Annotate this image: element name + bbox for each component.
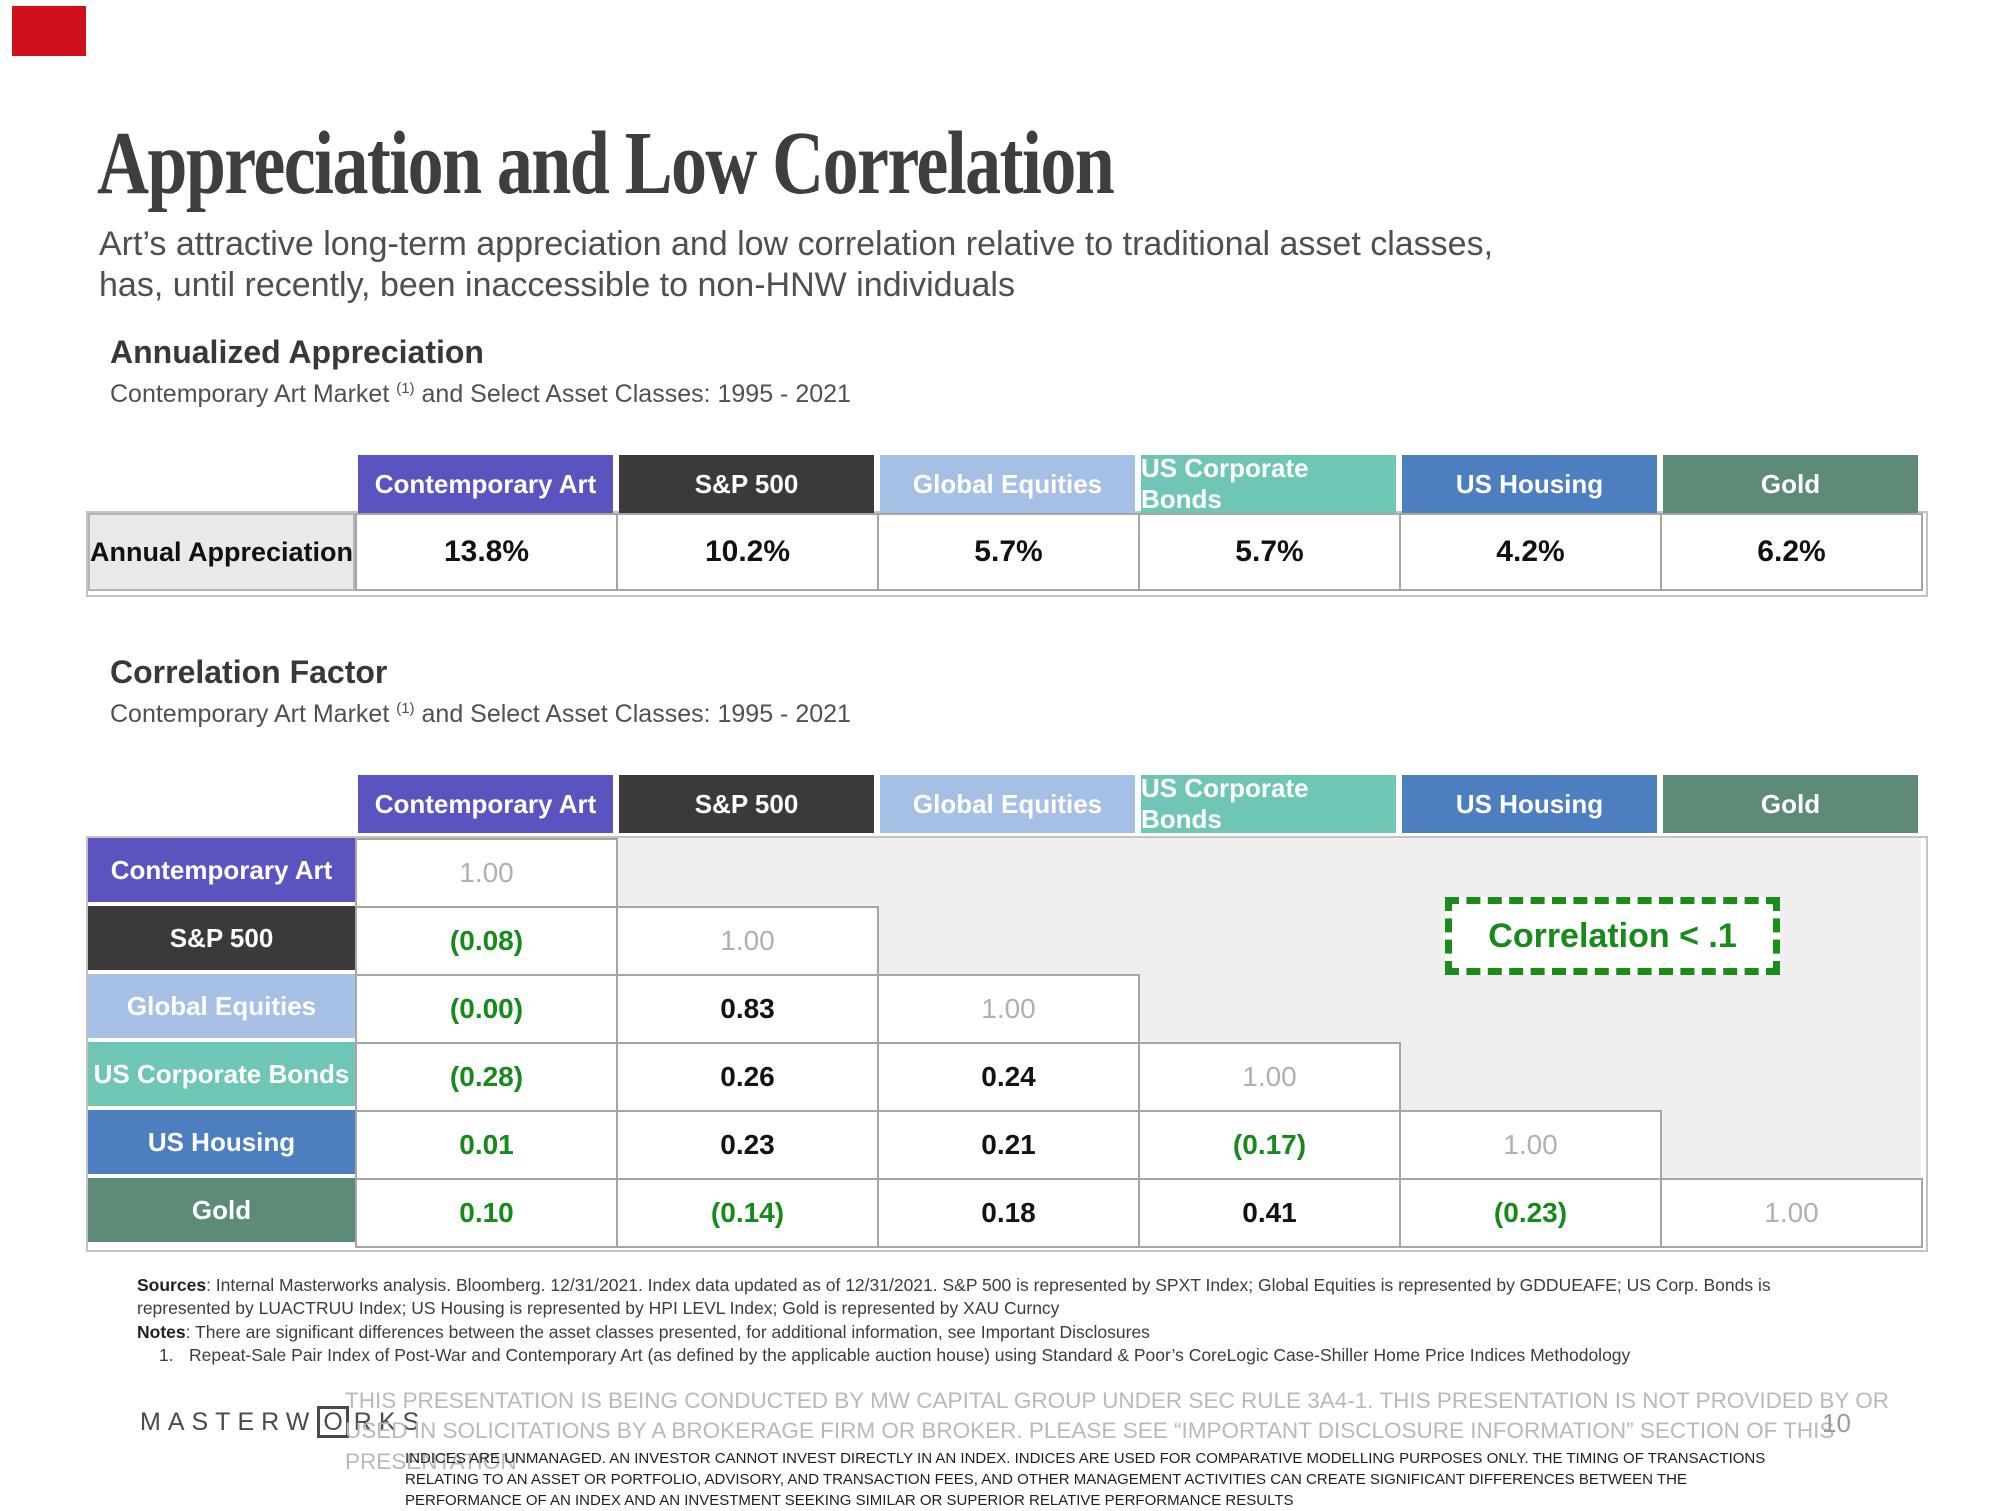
page-number: 10 bbox=[1822, 1408, 1851, 1438]
column-header: Global Equities bbox=[877, 775, 1138, 833]
column-header-label: US Corporate Bonds bbox=[1141, 773, 1396, 834]
matrix-empty-region bbox=[616, 838, 1921, 906]
appreciation-value-cell: 10.2% bbox=[616, 513, 879, 591]
note-1-line: 1. Repeat-Sale Pair Index of Post-War an… bbox=[137, 1344, 1807, 1367]
column-header: Gold bbox=[1660, 775, 1921, 833]
appreciation-value-cell: 5.7% bbox=[1138, 513, 1401, 591]
matrix-cell: 1.00 bbox=[1660, 1178, 1923, 1248]
sources-line: Sources: Internal Masterworks analysis. … bbox=[137, 1274, 1807, 1321]
appreciation-caption-suffix: and Select Asset Classes: 1995 - 2021 bbox=[414, 380, 851, 408]
logo-text-post: RKS bbox=[353, 1408, 427, 1436]
correlation-caption-suffix: and Select Asset Classes: 1995 - 2021 bbox=[414, 700, 851, 728]
matrix-cell: 0.24 bbox=[877, 1042, 1140, 1112]
matrix-cell: 0.01 bbox=[355, 1110, 618, 1180]
masterworks-logo: MASTERW O RKS bbox=[140, 1406, 427, 1439]
matrix-row-label: Gold bbox=[88, 1178, 355, 1242]
matrix-cell: (0.00) bbox=[355, 974, 618, 1044]
matrix-cell: 1.00 bbox=[1138, 1042, 1401, 1112]
column-header: US Housing bbox=[1399, 775, 1660, 833]
footnote-marker: (1) bbox=[396, 380, 415, 397]
matrix-cell: (0.08) bbox=[355, 906, 618, 976]
correlation-caption-text: Contemporary Art Market bbox=[110, 700, 397, 728]
column-header-label: Global Equities bbox=[880, 775, 1135, 833]
column-header-label: Contemporary Art bbox=[358, 455, 613, 513]
appreciation-caption-text: Contemporary Art Market bbox=[110, 380, 397, 408]
footnotes-block: Sources: Internal Masterworks analysis. … bbox=[137, 1274, 1807, 1367]
notes-line: Notes: There are significant differences… bbox=[137, 1321, 1807, 1344]
matrix-cell: 0.41 bbox=[1138, 1178, 1401, 1248]
disclaimer-black: INDICES ARE UNMANAGED. AN INVESTOR CANNO… bbox=[405, 1450, 1766, 1509]
column-header-label: S&P 500 bbox=[619, 455, 874, 513]
notes-label: Notes bbox=[137, 1321, 186, 1342]
column-header: S&P 500 bbox=[616, 455, 877, 513]
column-header: S&P 500 bbox=[616, 775, 877, 833]
matrix-row-label: Global Equities bbox=[88, 974, 355, 1038]
matrix-cell: 0.26 bbox=[616, 1042, 879, 1112]
footnote-marker: (1) bbox=[396, 700, 415, 717]
page-title: Appreciation and Low Correlation bbox=[97, 114, 1115, 214]
column-header: US Corporate Bonds bbox=[1138, 773, 1399, 834]
column-header-label: Global Equities bbox=[880, 455, 1135, 513]
appreciation-value-cell: 6.2% bbox=[1660, 513, 1923, 591]
matrix-cell: 0.21 bbox=[877, 1110, 1140, 1180]
matrix-empty-region bbox=[1399, 1042, 1921, 1110]
column-header-label: US Housing bbox=[1402, 455, 1657, 513]
matrix-cell: 0.83 bbox=[616, 974, 879, 1044]
column-header: Contemporary Art bbox=[355, 455, 616, 513]
matrix-cell: 1.00 bbox=[616, 906, 879, 976]
matrix-empty-region bbox=[1138, 974, 1921, 1042]
correlation-heading: Correlation Factor bbox=[110, 654, 388, 690]
matrix-cell: (0.17) bbox=[1138, 1110, 1401, 1180]
matrix-row-label: Contemporary Art bbox=[88, 838, 355, 902]
slide-corner-marker bbox=[12, 6, 86, 56]
appreciation-value-cell: 13.8% bbox=[355, 513, 618, 591]
matrix-row-label: US Housing bbox=[88, 1110, 355, 1174]
column-header-label: S&P 500 bbox=[619, 775, 874, 833]
column-header: Global Equities bbox=[877, 455, 1138, 513]
correlation-legend-box: Correlation < .1 bbox=[1445, 897, 1780, 975]
correlation-caption: Contemporary Art Market (1) and Select A… bbox=[110, 700, 851, 729]
matrix-row-label: S&P 500 bbox=[88, 906, 355, 970]
appreciation-value-cell: 5.7% bbox=[877, 513, 1140, 591]
correlation-matrix-header-row: Contemporary Art S&P 500 Global Equities US… bbox=[0, 773, 2000, 834]
matrix-cell: (0.14) bbox=[616, 1178, 879, 1248]
matrix-cell: 1.00 bbox=[877, 974, 1140, 1044]
matrix-row-label: US Corporate Bonds bbox=[88, 1042, 355, 1106]
column-header-label: Gold bbox=[1663, 775, 1918, 833]
matrix-cell: 0.18 bbox=[877, 1178, 1140, 1248]
matrix-empty-region bbox=[1660, 1110, 1921, 1178]
matrix-cell: 0.10 bbox=[355, 1178, 618, 1248]
appreciation-heading: Annualized Appreciation bbox=[110, 334, 484, 370]
note-1-text: Repeat-Sale Pair Index of Post-War and C… bbox=[189, 1344, 1631, 1365]
column-header-label: US Corporate Bonds bbox=[1141, 453, 1396, 514]
notes-text: : There are significant differences betw… bbox=[185, 1321, 1150, 1342]
appreciation-table-header-row: Contemporary Art S&P 500 Global Equities US… bbox=[0, 453, 2000, 514]
sources-text: : Internal Masterworks analysis. Bloombe… bbox=[137, 1275, 1771, 1319]
appreciation-caption: Contemporary Art Market (1) and Select A… bbox=[110, 380, 851, 409]
logo-text-pre: MASTERW bbox=[140, 1408, 317, 1436]
column-header-label: Gold bbox=[1663, 455, 1918, 513]
matrix-cell: 1.00 bbox=[1399, 1110, 1662, 1180]
column-header-label: Contemporary Art bbox=[358, 775, 613, 833]
matrix-cell: 1.00 bbox=[355, 838, 618, 908]
matrix-cell: (0.23) bbox=[1399, 1178, 1662, 1248]
logo-o-box: O bbox=[317, 1406, 349, 1439]
column-header: US Corporate Bonds bbox=[1138, 453, 1399, 514]
matrix-cell: 0.23 bbox=[616, 1110, 879, 1180]
sources-label: Sources bbox=[137, 1275, 207, 1295]
page-subtitle: Art’s attractive long-term appreciation … bbox=[99, 225, 1494, 305]
appreciation-value-cell: 4.2% bbox=[1399, 513, 1662, 591]
column-header: US Housing bbox=[1399, 455, 1660, 513]
disclaimer-gray: THIS PRESENTATION IS BEING CONDUCTED BY … bbox=[345, 1388, 1890, 1474]
column-header-label: US Housing bbox=[1402, 775, 1657, 833]
matrix-cell: (0.28) bbox=[355, 1042, 618, 1112]
appreciation-row-label: Annual Appreciation bbox=[88, 513, 355, 591]
column-header: Gold bbox=[1660, 455, 1921, 513]
column-header: Contemporary Art bbox=[355, 775, 616, 833]
note-1-number: 1. bbox=[159, 1344, 174, 1365]
correlation-matrix-frame bbox=[86, 836, 1928, 1252]
